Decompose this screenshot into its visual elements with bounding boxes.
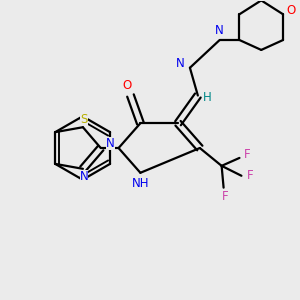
Text: N: N — [176, 57, 184, 70]
Text: N: N — [106, 136, 115, 150]
Text: F: F — [244, 148, 251, 161]
Text: O: O — [122, 79, 131, 92]
Text: F: F — [222, 190, 229, 203]
Text: O: O — [286, 4, 296, 17]
Text: H: H — [202, 91, 211, 104]
Text: N: N — [215, 24, 224, 37]
Text: N: N — [80, 170, 88, 183]
Text: F: F — [247, 169, 254, 182]
Text: S: S — [80, 113, 88, 126]
Text: NH: NH — [132, 177, 149, 190]
